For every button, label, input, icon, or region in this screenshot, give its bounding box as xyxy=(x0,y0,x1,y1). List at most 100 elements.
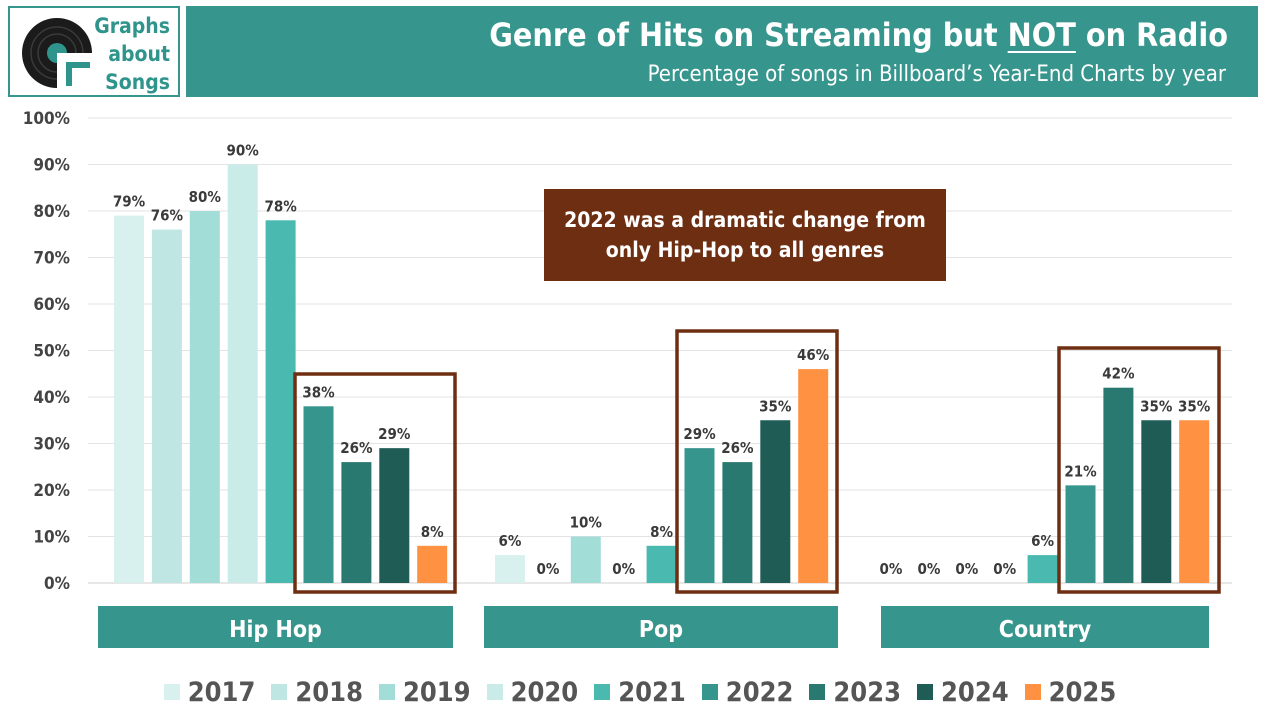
data-label: 76% xyxy=(151,207,184,225)
data-label: 0% xyxy=(993,560,1016,578)
bar-pop-2022 xyxy=(684,448,715,583)
bar-hip-hop-2024 xyxy=(379,448,410,583)
legend-item: 2017 xyxy=(163,676,256,708)
data-label: 79% xyxy=(113,193,146,211)
legend-label: 2019 xyxy=(402,676,471,708)
bar-hip-hop-2020 xyxy=(227,164,258,583)
category-band-hip-hop xyxy=(98,606,453,648)
legend-swatch xyxy=(1024,684,1041,700)
y-tick-label: 50% xyxy=(33,342,70,362)
legend: 2017 2018 2019 2020 2021 2022 2023 2024 2025 xyxy=(0,672,1280,712)
data-label: 35% xyxy=(1140,397,1173,415)
category-label: Hip Hop xyxy=(229,617,322,643)
bar-pop-2025 xyxy=(798,369,829,583)
y-tick-label: 90% xyxy=(33,156,70,176)
chart-subtitle: Percentage of songs in Billboard’s Year-… xyxy=(647,62,1226,87)
y-tick-label: 20% xyxy=(33,481,70,501)
legend-label: 2024 xyxy=(941,676,1009,708)
highlight-box-country xyxy=(1057,346,1221,594)
logo-text-line2: about xyxy=(108,42,170,66)
legend-swatch xyxy=(594,684,611,700)
title-emphasis: NOT xyxy=(1007,16,1076,54)
data-label: 35% xyxy=(1178,397,1211,415)
legend-item: 2018 xyxy=(271,677,363,708)
legend-label: 2022 xyxy=(725,676,794,708)
y-tick-label: 30% xyxy=(33,435,70,455)
annotation-line2: only Hip-Hop to all genres xyxy=(605,238,885,262)
y-tick-label: 10% xyxy=(33,528,70,548)
data-label: 0% xyxy=(955,560,978,578)
bar-country-2022 xyxy=(1065,485,1096,583)
chart-title: Genre of Hits on Streaming but NOT on Ra… xyxy=(489,16,1228,54)
data-label: 6% xyxy=(1031,532,1054,550)
y-tick-label: 70% xyxy=(33,249,70,269)
data-label: 38% xyxy=(302,383,335,401)
legend-label: 2018 xyxy=(295,676,363,708)
legend-item: 2023 xyxy=(809,677,901,708)
annotation-box: 2022 was a dramatic change from only Hip… xyxy=(544,189,946,281)
bar-pop-2024 xyxy=(760,420,791,583)
data-label: 21% xyxy=(1064,462,1097,480)
bar-country-2021 xyxy=(1027,555,1058,583)
y-tick-label: 60% xyxy=(33,295,70,315)
data-label: 0% xyxy=(536,560,559,578)
legend-swatch xyxy=(163,684,180,700)
legend-swatch xyxy=(486,684,503,700)
data-label: 90% xyxy=(227,142,260,160)
legend-label: 2017 xyxy=(187,676,256,708)
annotation-line1: 2022 was a dramatic change from xyxy=(564,208,926,232)
legend-item: 2019 xyxy=(378,676,471,708)
data-label: 35% xyxy=(759,397,792,415)
data-label: 26% xyxy=(721,439,754,457)
bar-chart: 0% 10% 20% 30% 40% 50% 60% 70% 80% 90% 100% 79% 76% 8… xyxy=(23,109,1232,648)
data-label: 26% xyxy=(340,439,373,457)
highlight-box-pop xyxy=(675,329,839,594)
category-label: Country xyxy=(999,617,1092,643)
legend-swatch xyxy=(701,684,718,700)
category-band-country xyxy=(881,606,1209,648)
header-banner: Genre of Hits on Streaming but NOT on Ra… xyxy=(186,6,1258,97)
legend-item: 2025 xyxy=(1024,676,1117,708)
legend-swatch xyxy=(917,684,934,700)
logo-text-line3: Songs xyxy=(105,70,170,94)
bar-hip-hop-2017 xyxy=(114,215,144,583)
y-tick-label: 100% xyxy=(23,109,70,129)
bar-hip-hop-2019 xyxy=(189,211,220,583)
category-band-pop xyxy=(484,606,838,648)
logo-text-line1: Graphs xyxy=(94,14,170,38)
y-tick-label: 0% xyxy=(44,574,70,594)
legend-item: 2021 xyxy=(594,677,686,708)
data-label: 6% xyxy=(499,532,522,550)
logo: Graphs about Songs xyxy=(8,6,180,97)
legend-item: 2020 xyxy=(486,677,578,708)
data-label: 46% xyxy=(797,346,830,364)
bar-hip-hop-2025 xyxy=(417,545,448,583)
bar-country-2025 xyxy=(1179,420,1210,583)
legend-item: 2024 xyxy=(917,677,1009,708)
legend-swatch xyxy=(378,684,395,700)
data-label: 0% xyxy=(917,560,940,578)
data-label: 29% xyxy=(683,425,716,443)
legend-swatch xyxy=(271,684,288,700)
y-tick-label: 80% xyxy=(33,202,70,222)
category-label: Pop xyxy=(639,617,683,643)
data-label: 8% xyxy=(650,523,673,541)
highlight-box-hip-hop xyxy=(293,372,457,594)
data-label: 8% xyxy=(421,523,444,541)
bar-country-2023 xyxy=(1103,387,1134,583)
data-label: 0% xyxy=(612,560,635,578)
data-label: 29% xyxy=(378,425,411,443)
bar-pop-2021 xyxy=(646,545,677,583)
bar-hip-hop-2023 xyxy=(341,462,372,583)
legend-label: 2023 xyxy=(833,676,902,708)
bar-hip-hop-2022 xyxy=(303,406,334,583)
legend-label: 2021 xyxy=(618,676,686,708)
data-label: 10% xyxy=(570,514,603,532)
title-part-2: on Radio xyxy=(1075,16,1228,54)
bar-hip-hop-2018 xyxy=(151,229,182,583)
vinyl-record-icon xyxy=(22,18,98,90)
bar-pop-2023 xyxy=(722,462,753,583)
legend-item: 2022 xyxy=(701,676,794,708)
data-label: 0% xyxy=(880,560,903,578)
legend-label: 2025 xyxy=(1048,676,1117,708)
